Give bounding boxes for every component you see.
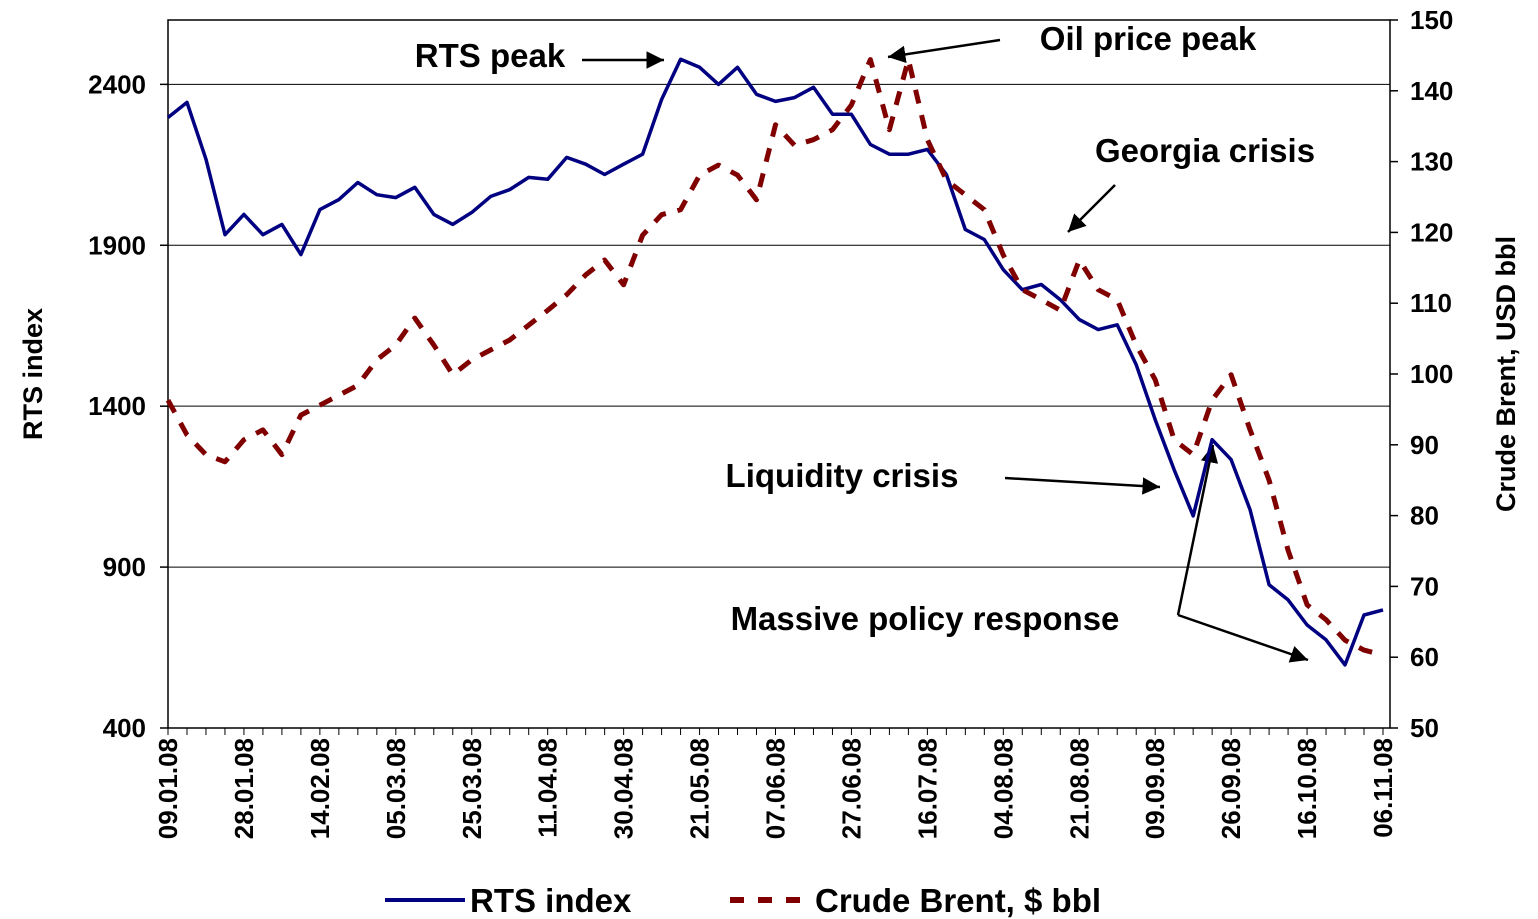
y-tick-label: 400 xyxy=(103,713,146,743)
x-tick-label: 09.01.08 xyxy=(153,738,183,839)
y-tick-label: 2400 xyxy=(88,69,146,99)
annotation: Oil price peak xyxy=(1040,20,1257,57)
arrow xyxy=(1177,613,1309,663)
x-tick-label: 06.11.08 xyxy=(1368,738,1398,838)
x-tick-label: 14.02.08 xyxy=(305,738,335,839)
x-tick-label: 11.04.08 xyxy=(533,738,563,838)
y2-tick-label: 130 xyxy=(1410,147,1453,177)
arrow xyxy=(887,38,1001,64)
arrow xyxy=(1176,444,1219,616)
annotation: Liquidity crisis xyxy=(726,457,959,494)
arrow xyxy=(1067,184,1116,233)
y2-tick-label: 120 xyxy=(1410,217,1453,247)
legend-label: RTS index xyxy=(470,882,632,919)
y2-tick-label: 70 xyxy=(1410,571,1439,601)
y2-tick-label: 110 xyxy=(1410,288,1452,318)
x-tick-label: 05.03.08 xyxy=(381,738,411,839)
x-tick-label: 04.08.08 xyxy=(988,738,1018,839)
y2-tick-label: 50 xyxy=(1410,713,1439,743)
series-line xyxy=(166,57,1384,667)
legend-label: Crude Brent, $ bbl xyxy=(815,882,1101,919)
y-tick-label: 1400 xyxy=(88,391,146,421)
y2-tick-label: 150 xyxy=(1410,5,1453,35)
x-tick-label: 30.04.08 xyxy=(609,738,639,839)
x-tick-label: 16.07.08 xyxy=(912,738,942,839)
y-tick-label: 1900 xyxy=(88,230,146,260)
annotation: Georgia crisis xyxy=(1095,132,1315,169)
annotation-arrows xyxy=(582,38,1309,663)
x-tick-label: 07.06.08 xyxy=(761,738,791,839)
y-axis-label: RTS index xyxy=(18,308,48,440)
x-tick-label: 09.09.08 xyxy=(1140,738,1170,839)
y2-tick-label: 140 xyxy=(1410,76,1453,106)
x-tick-label: 27.06.08 xyxy=(836,738,866,839)
x-tick-label: 26.09.08 xyxy=(1216,738,1246,839)
x-tick-label: 25.03.08 xyxy=(457,738,487,839)
arrow xyxy=(1004,476,1161,495)
y2-axis-label: Crude Brent, USD bbl xyxy=(1491,236,1521,512)
y2-tick-label: 80 xyxy=(1410,501,1439,531)
annotation: RTS peak xyxy=(415,37,566,74)
y-tick-label: 900 xyxy=(103,552,146,582)
y2-tick-label: 90 xyxy=(1410,430,1439,460)
x-tick-label: 21.05.08 xyxy=(685,738,715,839)
x-tick-label: 16.10.08 xyxy=(1292,738,1322,839)
y2-tick-label: 60 xyxy=(1410,642,1439,672)
annotation: Massive policy response xyxy=(731,600,1120,637)
y2-tick-label: 100 xyxy=(1410,359,1453,389)
series-line xyxy=(165,57,1384,658)
x-tick-label: 28.01.08 xyxy=(229,738,259,839)
x-tick-label: 21.08.08 xyxy=(1064,738,1094,839)
